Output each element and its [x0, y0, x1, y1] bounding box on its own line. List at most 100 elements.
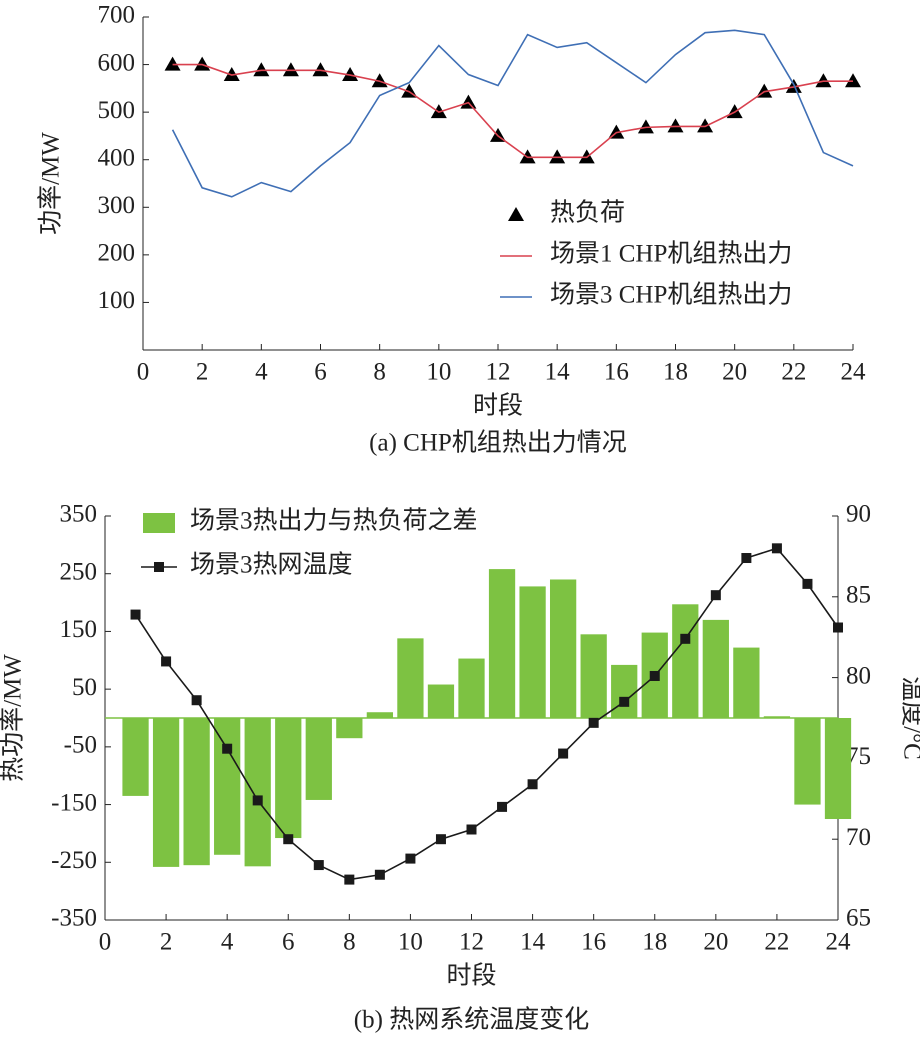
marker [497, 801, 508, 812]
marker [374, 869, 385, 880]
bar [305, 718, 332, 800]
legend-label: 场景3热网温度 [190, 551, 353, 579]
bar [794, 718, 821, 805]
x-tick-label: 8 [343, 929, 356, 956]
marker [191, 695, 202, 706]
x-tick-label: 4 [221, 929, 234, 956]
y2-tick-label: 90 [846, 501, 871, 528]
marker [313, 860, 324, 871]
y-tick-label: 600 [98, 49, 136, 76]
x-tick-label: 10 [426, 359, 451, 386]
marker [637, 119, 654, 134]
y-tick-label: -50 [64, 732, 97, 759]
legend-swatch [143, 513, 175, 533]
legend-label: 热负荷 [550, 199, 625, 227]
marker [649, 670, 660, 681]
marker [161, 656, 172, 667]
marker [710, 590, 721, 601]
legend-label: 场景1 CHP机组热出力 [550, 240, 792, 268]
x-tick-label: 2 [196, 359, 209, 386]
marker [619, 696, 630, 707]
x-tick-label: 14 [545, 359, 571, 386]
marker [771, 543, 782, 554]
y-tick-label: 500 [98, 97, 136, 124]
x-tick-label: 6 [282, 929, 295, 956]
bar [122, 718, 149, 796]
marker [680, 633, 691, 644]
marker [833, 622, 843, 633]
y-tick-label: 700 [98, 2, 136, 29]
marker [222, 743, 233, 754]
bar [824, 718, 852, 819]
bar [183, 718, 210, 866]
y2-tick-label: 70 [846, 824, 871, 851]
marker [130, 609, 141, 620]
marker [430, 104, 447, 119]
x-tick-label: 12 [459, 929, 484, 956]
marker [527, 779, 538, 790]
marker [252, 795, 263, 806]
x-axis-label: 时段 [473, 392, 523, 420]
bar [214, 718, 241, 855]
x-tick-label: 10 [398, 929, 423, 956]
legend-label: 场景3 CHP机组热出力 [550, 281, 792, 309]
y-tick-label: -150 [51, 789, 97, 816]
marker [741, 553, 752, 564]
marker [283, 834, 294, 845]
legend-label: 场景3热出力与热负荷之差 [190, 507, 478, 535]
bar [458, 658, 485, 718]
x-axis-label: 时段 [446, 962, 496, 990]
y2-axis-label: 温度/°C [898, 676, 920, 760]
bar [397, 638, 424, 718]
bar [336, 718, 363, 739]
marker [282, 62, 299, 77]
y-tick-label: 350 [60, 501, 98, 528]
marker [726, 104, 743, 119]
y-tick-label: -350 [51, 905, 97, 932]
bar [519, 586, 546, 718]
x-tick-label: 16 [604, 359, 629, 386]
bar [549, 579, 577, 718]
x-tick-label: 12 [486, 359, 511, 386]
y2-tick-label: 65 [846, 905, 871, 932]
bar [580, 634, 607, 718]
bar [275, 718, 302, 839]
marker [194, 56, 211, 71]
y-tick-label: 100 [98, 287, 136, 314]
bar [763, 716, 791, 718]
marker [815, 73, 832, 88]
marker [697, 118, 714, 133]
marker [588, 717, 599, 728]
y-tick-label: -250 [51, 847, 97, 874]
marker [154, 562, 164, 572]
x-tick-label: 0 [99, 929, 112, 956]
bar [672, 604, 699, 718]
series-line [171, 29, 854, 198]
bar [152, 718, 180, 867]
marker [435, 834, 446, 845]
marker [508, 207, 524, 221]
y-tick-label: 50 [72, 674, 97, 701]
x-tick-label: 0 [137, 359, 150, 386]
marker [802, 578, 813, 589]
y-axis-label: 热功率/MW [0, 654, 27, 782]
x-tick-label: 20 [722, 359, 747, 386]
series-line [172, 63, 853, 159]
x-tick-label: 14 [520, 929, 546, 956]
y-axis-label: 功率/MW [37, 132, 65, 235]
x-tick-label: 8 [373, 359, 386, 386]
y2-tick-label: 80 [846, 662, 871, 689]
bar [366, 712, 394, 718]
x-tick-label: 4 [255, 359, 268, 386]
x-tick-label: 2 [160, 929, 173, 956]
marker [164, 56, 181, 71]
marker [405, 853, 416, 864]
marker [845, 73, 861, 88]
bar [427, 684, 455, 718]
x-tick-label: 22 [764, 929, 789, 956]
x-tick-label: 22 [781, 359, 806, 386]
y-tick-label: 300 [98, 192, 136, 219]
y2-tick-label: 85 [846, 582, 871, 609]
x-tick-label: 6 [314, 359, 327, 386]
